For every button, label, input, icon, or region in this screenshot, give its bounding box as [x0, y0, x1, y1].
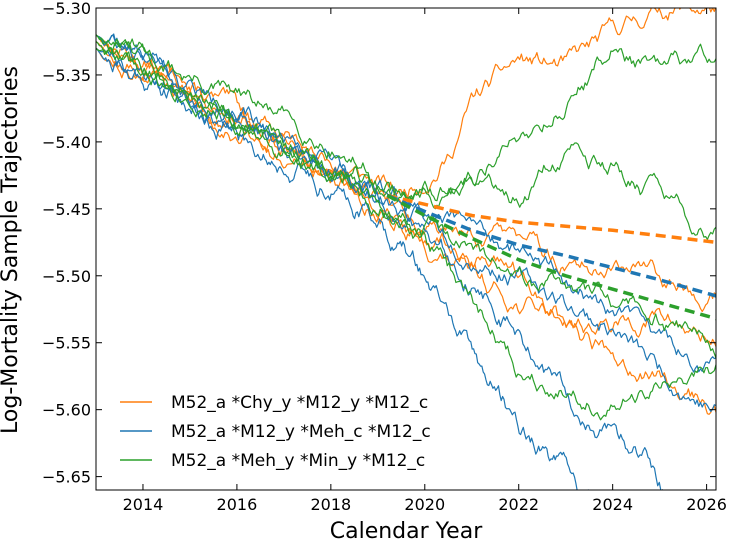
y-tick-label: −5.35	[42, 66, 91, 85]
y-axis-ticks: −5.30 −5.35 −5.40 −5.45 −5.50 −5.55 −5.60 −5.65	[42, 0, 716, 487]
x-tick-label: 2020	[404, 495, 445, 514]
sample-trajectory-line	[96, 34, 716, 373]
sample-trajectory-line	[96, 47, 716, 412]
x-tick-label: 2018	[310, 495, 351, 514]
y-tick-label: −5.45	[42, 200, 91, 219]
x-tick-label: 2026	[686, 495, 727, 514]
legend-label: M52_a *M12_y *Meh_c *M12_c	[171, 422, 431, 442]
x-tick-label: 2014	[123, 495, 164, 514]
sample-trajectory-line	[96, 41, 716, 359]
x-axis-label: Calendar Year	[330, 519, 483, 544]
sample-trajectory-line	[96, 34, 716, 210]
y-tick-label: −5.65	[42, 468, 91, 487]
y-tick-label: −5.40	[42, 133, 91, 152]
legend: M52_a *Chy_y *M12_y *M12_c M52_a *M12_y *…	[120, 393, 431, 471]
plot-frame	[95, 7, 717, 491]
x-tick-label: 2022	[498, 495, 539, 514]
x-axis-ticks: 2014 2016 2018 2020 2022 2024 2026	[123, 8, 727, 514]
x-tick-label: 2016	[217, 495, 258, 514]
sample-trajectory-line	[96, 34, 716, 421]
y-tick-label: −5.60	[42, 401, 91, 420]
sample-trajectory-line	[96, 47, 716, 415]
sample-trajectory-line	[96, 33, 664, 490]
y-axis-label: Log-Mortality Sample Trajectories	[0, 66, 23, 434]
legend-label: M52_a *Chy_y *M12_y *M12_c	[171, 393, 428, 413]
y-tick-label: −5.55	[42, 334, 91, 353]
series-layer	[96, 8, 716, 490]
x-tick-label: 2024	[592, 495, 633, 514]
legend-label: M52_a *Meh_y *Min_y *M12_c	[171, 451, 425, 471]
mean-trajectory-line	[386, 193, 716, 245]
mean-trajectory-line	[386, 193, 716, 298]
mean-trajectory-line	[386, 193, 716, 321]
y-tick-label: −5.50	[42, 267, 91, 286]
y-tick-label: −5.30	[42, 0, 91, 18]
